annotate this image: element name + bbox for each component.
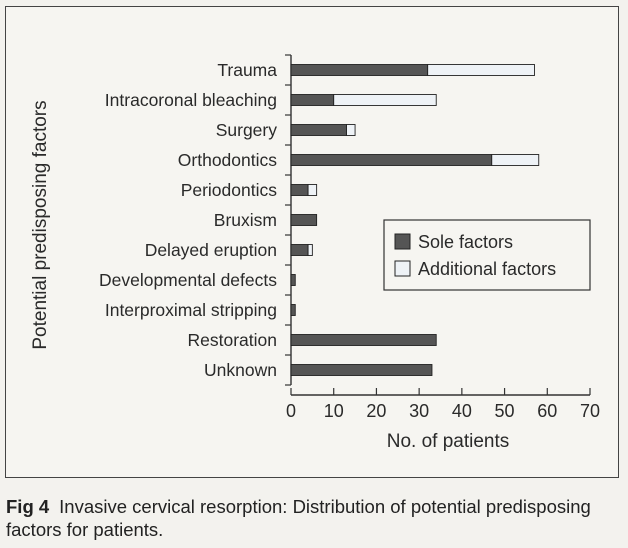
bars [290, 64, 540, 376]
category-label: Restoration [188, 330, 278, 350]
stacked-bar-chart: 0 10 20 30 40 50 60 70 Trauma Intracoronal bleac… [30, 54, 600, 452]
category-label: Delayed eruption [145, 240, 277, 260]
bar-sole-factors [290, 94, 335, 106]
bar-additional-factors [333, 94, 437, 106]
x-tick-label: 10 [324, 401, 344, 421]
bar-sole-factors [290, 154, 493, 166]
x-tick-label: 30 [409, 401, 429, 421]
x-axis-title: No. of patients [387, 431, 510, 452]
x-axis: 0 10 20 30 40 50 60 70 [286, 388, 600, 421]
x-tick-label: 40 [452, 401, 472, 421]
category-labels: Trauma Intracoronal bleaching Surgery Ortho… [99, 60, 277, 380]
bar-sole-factors [290, 274, 296, 286]
bar-additional-factors [491, 154, 540, 166]
x-tick-label: 60 [537, 401, 557, 421]
category-label: Orthodontics [178, 150, 277, 170]
x-tick-label: 0 [286, 401, 296, 421]
legend-sole-label: Sole factors [418, 232, 513, 252]
bar-sole-factors [290, 244, 309, 256]
bar-sole-factors [290, 124, 347, 136]
category-label: Unknown [204, 360, 277, 380]
bar-sole-factors [290, 184, 309, 196]
legend-box [383, 219, 591, 291]
bar-sole-factors [290, 364, 433, 376]
figure-caption: Fig 4 Invasive cervical resorption: Distr… [6, 495, 618, 541]
x-tick-label: 70 [580, 401, 600, 421]
bar-additional-factors [307, 184, 318, 196]
legend-sole-swatch [394, 233, 411, 250]
bar-additional-factors [307, 244, 313, 256]
legend-additional-swatch [394, 260, 411, 277]
bar-sole-factors [290, 64, 429, 76]
figure-number: Fig 4 [6, 496, 50, 517]
bar-sole-factors [290, 214, 318, 226]
category-label: Intracoronal bleaching [105, 90, 277, 110]
category-label: Trauma [217, 60, 277, 80]
caption-text: Invasive cervical resorption: Distributi… [6, 496, 591, 540]
y-axis-title: Potential predisposing factors [30, 100, 51, 349]
category-label: Bruxism [214, 210, 277, 230]
category-label: Periodontics [181, 180, 278, 200]
bar-additional-factors [346, 124, 356, 136]
category-label: Developmental defects [99, 270, 277, 290]
legend: Sole factors Additional factors [383, 219, 591, 291]
bar-additional-factors [427, 64, 535, 76]
bar-sole-factors [290, 304, 296, 316]
x-tick-label: 50 [495, 401, 515, 421]
y-axis [285, 54, 292, 386]
category-label: Interproximal stripping [105, 300, 277, 320]
category-label: Surgery [216, 120, 278, 140]
bar-sole-factors [290, 334, 437, 346]
x-tick-label: 20 [366, 401, 386, 421]
legend-additional-label: Additional factors [418, 259, 556, 279]
